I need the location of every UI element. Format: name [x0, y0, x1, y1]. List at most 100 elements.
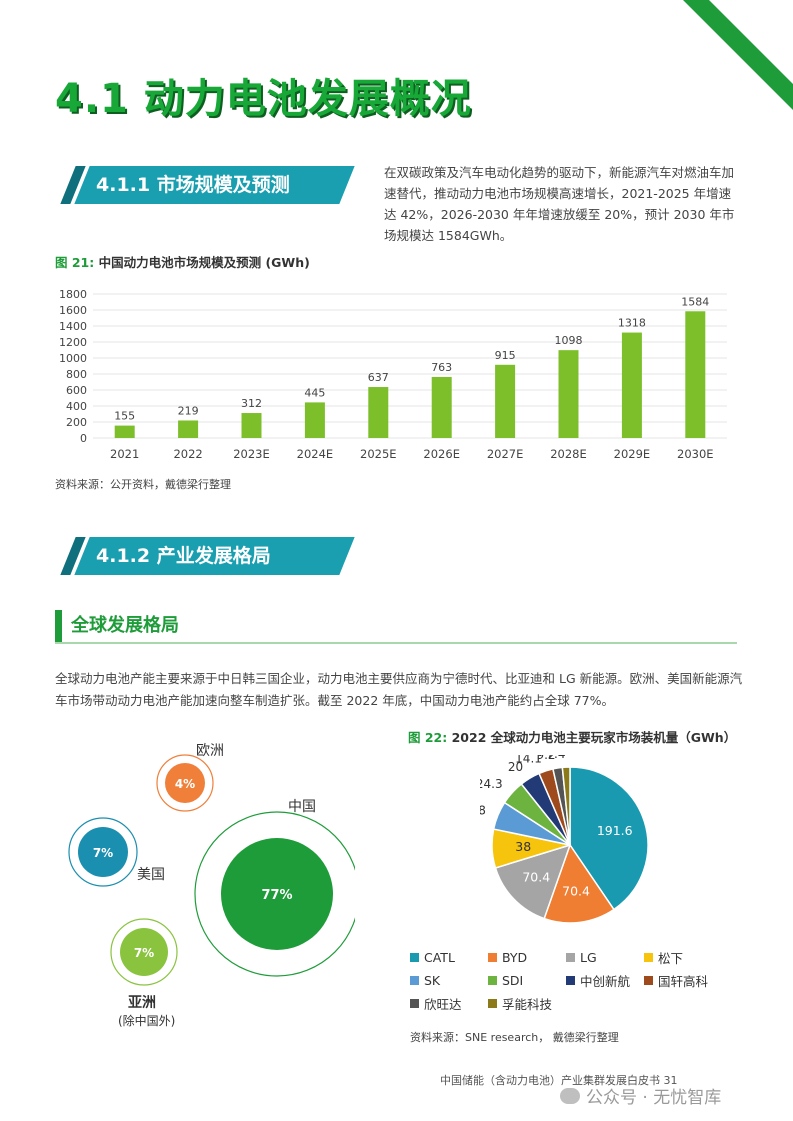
x-tick-label: 2027E — [487, 447, 524, 461]
pie-value-label: 27.8 — [480, 803, 486, 817]
bar-value-label: 637 — [368, 371, 389, 384]
legend-item: 中创新航 — [566, 971, 644, 990]
bubble-value: 77% — [261, 888, 292, 903]
pie-value-label: 14.1 — [515, 755, 542, 765]
x-tick-label: 2022 — [173, 447, 202, 461]
figure-title: 中国动力电池市场规模及预测 (GWh) — [98, 255, 310, 270]
legend-item: BYD — [488, 948, 566, 967]
bar — [558, 350, 579, 438]
subsection-header: 全球发展格局 — [55, 610, 737, 644]
section-heading: 4.1.2 产业发展格局 — [96, 545, 271, 567]
pie-slice — [561, 766, 571, 846]
legend-label: 松下 — [658, 951, 684, 966]
bubble-label-europe: 欧洲 — [196, 743, 224, 759]
bar — [368, 387, 389, 438]
page-footer: 中国储能（含动力电池）产业集群发展白皮书 31 — [440, 1074, 678, 1087]
bubble-ring — [110, 918, 178, 986]
legend-item: 欣旺达 — [410, 994, 488, 1013]
bar — [685, 311, 706, 438]
bubble-label-china: 中国 — [288, 799, 316, 815]
bubble-china: 77% — [194, 811, 355, 977]
bubble-sublabel-asia: (除中国外) — [118, 1014, 176, 1028]
legend-label: 欣旺达 — [424, 997, 462, 1012]
body-paragraph: 全球动力电池产能主要来源于中日韩三国企业，动力电池主要供应商为宁德时代、比亚迪和… — [55, 671, 743, 708]
legend-item: SDI — [488, 971, 566, 990]
y-tick-label: 1800 — [59, 288, 87, 301]
legend-label: 孚能科技 — [502, 997, 553, 1012]
y-tick-label: 400 — [66, 400, 87, 413]
intro-paragraph: 在双碳政策及汽车电动化趋势的驱动下，新能源汽车对燃油车加速替代，推动动力电池市场… — [384, 165, 735, 243]
bubble-usa: 7% — [68, 817, 138, 887]
bar — [178, 420, 199, 438]
subsection-underline — [55, 642, 737, 644]
legend-swatch — [566, 953, 575, 962]
bubble-ring — [68, 817, 138, 887]
legend-label: 国轩高科 — [658, 974, 709, 989]
subsection-title: 全球发展格局 — [71, 615, 179, 636]
bar-value-label: 219 — [178, 404, 199, 417]
bar — [304, 402, 325, 438]
subsection-accent-bar — [55, 610, 62, 642]
bubble-fill — [165, 763, 205, 803]
legend-label: 中创新航 — [580, 974, 631, 989]
legend-item: 国轩高科 — [644, 971, 734, 990]
pie-slice — [543, 843, 615, 924]
legend-item: SK — [410, 971, 488, 990]
bar-value-label: 155 — [114, 410, 135, 423]
section-banner-4-1-2: 4.1.2 产业发展格局 — [60, 537, 355, 575]
section-banner-4-1-1: 4.1.1 市场规模及预测 — [60, 166, 355, 204]
pie-value-label: 24.3 — [480, 777, 503, 791]
legend-label: SK — [424, 973, 441, 988]
bubble-europe: 4% — [156, 754, 214, 812]
figure-21-caption: 图 21: 中国动力电池市场规模及预测 (GWh) — [55, 252, 310, 271]
legend-label: LG — [580, 950, 597, 965]
bubble-ring — [194, 811, 355, 977]
legend-swatch — [488, 976, 497, 985]
bubble-value: 4% — [175, 777, 195, 791]
figure-title: 2022 全球动力电池主要玩家市场装机量（GWh） — [451, 730, 737, 745]
corner-decoration-inner — [709, 0, 793, 84]
bar — [495, 364, 516, 438]
y-tick-label: 0 — [80, 432, 87, 445]
pie-value-label: 7.4 — [546, 755, 565, 761]
figure-22-caption: 图 22: 2022 全球动力电池主要玩家市场装机量（GWh） — [408, 727, 736, 746]
watermark-text: 公众号 · 无忧智库 — [586, 1088, 722, 1108]
x-tick-label: 2028E — [550, 447, 587, 461]
legend-swatch — [566, 976, 575, 985]
bubble-label-asia: 亚洲 — [128, 995, 156, 1011]
bar — [621, 332, 642, 438]
bar-value-label: 763 — [431, 361, 452, 374]
figure-number: 图 21: — [55, 255, 95, 270]
bar-value-label: 1098 — [555, 334, 583, 347]
figure-number: 图 22: — [408, 730, 448, 745]
y-tick-label: 1000 — [59, 352, 87, 365]
bar — [431, 376, 452, 438]
legend-swatch — [410, 976, 419, 985]
y-tick-label: 600 — [66, 384, 87, 397]
bubble-value: 7% — [93, 846, 113, 860]
legend-item: 孚能科技 — [488, 994, 566, 1013]
pie-value-label: 9.2 — [536, 755, 555, 762]
x-tick-label: 2021 — [110, 447, 139, 461]
x-tick-label: 2029E — [614, 447, 651, 461]
legend-label: SDI — [502, 973, 524, 988]
wechat-icon — [560, 1087, 580, 1104]
bar — [114, 425, 135, 438]
legend-label: CATL — [424, 950, 455, 965]
bar-value-label: 1584 — [681, 295, 709, 308]
pie-value-label: 38 — [515, 839, 531, 854]
pie-value-label: 70.4 — [562, 883, 590, 898]
pie-legend: CATL BYD LG 松下 SK SDI 中创新航 国轩高科欣旺达 孚能科技 — [410, 948, 750, 1013]
legend-swatch — [644, 976, 653, 985]
y-tick-label: 200 — [66, 416, 87, 429]
x-tick-label: 2025E — [360, 447, 397, 461]
legend-item: CATL — [410, 948, 488, 967]
bubble-label-usa: 美国 — [137, 867, 165, 883]
legend-swatch — [410, 953, 419, 962]
bar-value-label: 312 — [241, 397, 262, 410]
watermark: 公众号 · 无忧智库 — [560, 1083, 721, 1108]
bar-value-label: 1318 — [618, 317, 646, 330]
pie-value-label: 191.6 — [597, 823, 633, 838]
bar-value-label: 445 — [304, 386, 325, 399]
